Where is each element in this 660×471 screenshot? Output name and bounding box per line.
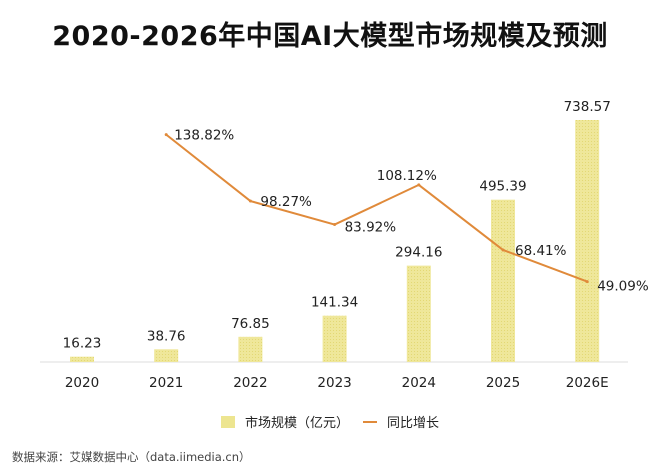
- bar-2020: [70, 356, 94, 362]
- legend-line-swatch: [363, 420, 377, 423]
- growth-label-2023: 83.92%: [345, 220, 397, 236]
- growth-label-2026E: 49.09%: [597, 279, 649, 295]
- x-tick-2024: 2024: [402, 375, 436, 391]
- source-note: 数据来源：艾媒数据中心（data.iimedia.cn）: [12, 450, 251, 464]
- growth-point-2025: [501, 248, 505, 252]
- bar-2021: [154, 349, 179, 362]
- x-tick-2025: 2025: [486, 375, 520, 391]
- growth-line: [165, 133, 588, 283]
- growth-point-2022: [248, 199, 252, 203]
- growth-point-2026E: [585, 280, 589, 284]
- growth-point-2024: [417, 183, 421, 187]
- bar-label-2026E: 738.57: [564, 99, 611, 115]
- bar-label-2023: 141.34: [311, 295, 358, 311]
- bar-2023: [322, 315, 347, 362]
- bar-label-2024: 294.16: [395, 245, 442, 261]
- growth-point-2023: [333, 223, 337, 227]
- legend-bar-swatch: [220, 415, 235, 428]
- bar-2024: [406, 265, 431, 362]
- x-tick-2020: 2020: [65, 375, 99, 391]
- growth-label-2021: 138.82%: [174, 128, 234, 144]
- growth-label-2024: 108.12%: [377, 168, 437, 184]
- legend-bar-label: 市场规模（亿元）: [244, 416, 349, 431]
- x-tick-2022: 2022: [233, 375, 267, 391]
- x-tick-2021: 2021: [149, 375, 183, 391]
- x-tick-2026E: 2026E: [566, 375, 609, 391]
- bar-label-2021: 38.76: [147, 328, 186, 344]
- chart-title: 2020-2026年中国AI大模型市场规模及预测: [52, 21, 608, 52]
- bar-2026E: [575, 120, 600, 362]
- bar-label-2020: 16.23: [63, 336, 102, 352]
- x-tick-2023: 2023: [317, 375, 351, 391]
- bar-2022: [238, 336, 263, 362]
- legend-line-label: 同比增长: [387, 416, 440, 431]
- legend: 市场规模（亿元） 同比增长: [0, 412, 660, 431]
- growth-point-2021: [164, 133, 168, 137]
- bar-2025: [491, 199, 515, 362]
- growth-label-2025: 68.41%: [515, 243, 567, 259]
- chart-plot: 16.23 2020 38.76 2021 76.85 2022 141.34 2023 294…: [40, 99, 649, 391]
- bar-label-2022: 76.85: [231, 316, 270, 332]
- bar-label-2025: 495.39: [479, 179, 526, 195]
- growth-label-2022: 98.27%: [260, 194, 312, 210]
